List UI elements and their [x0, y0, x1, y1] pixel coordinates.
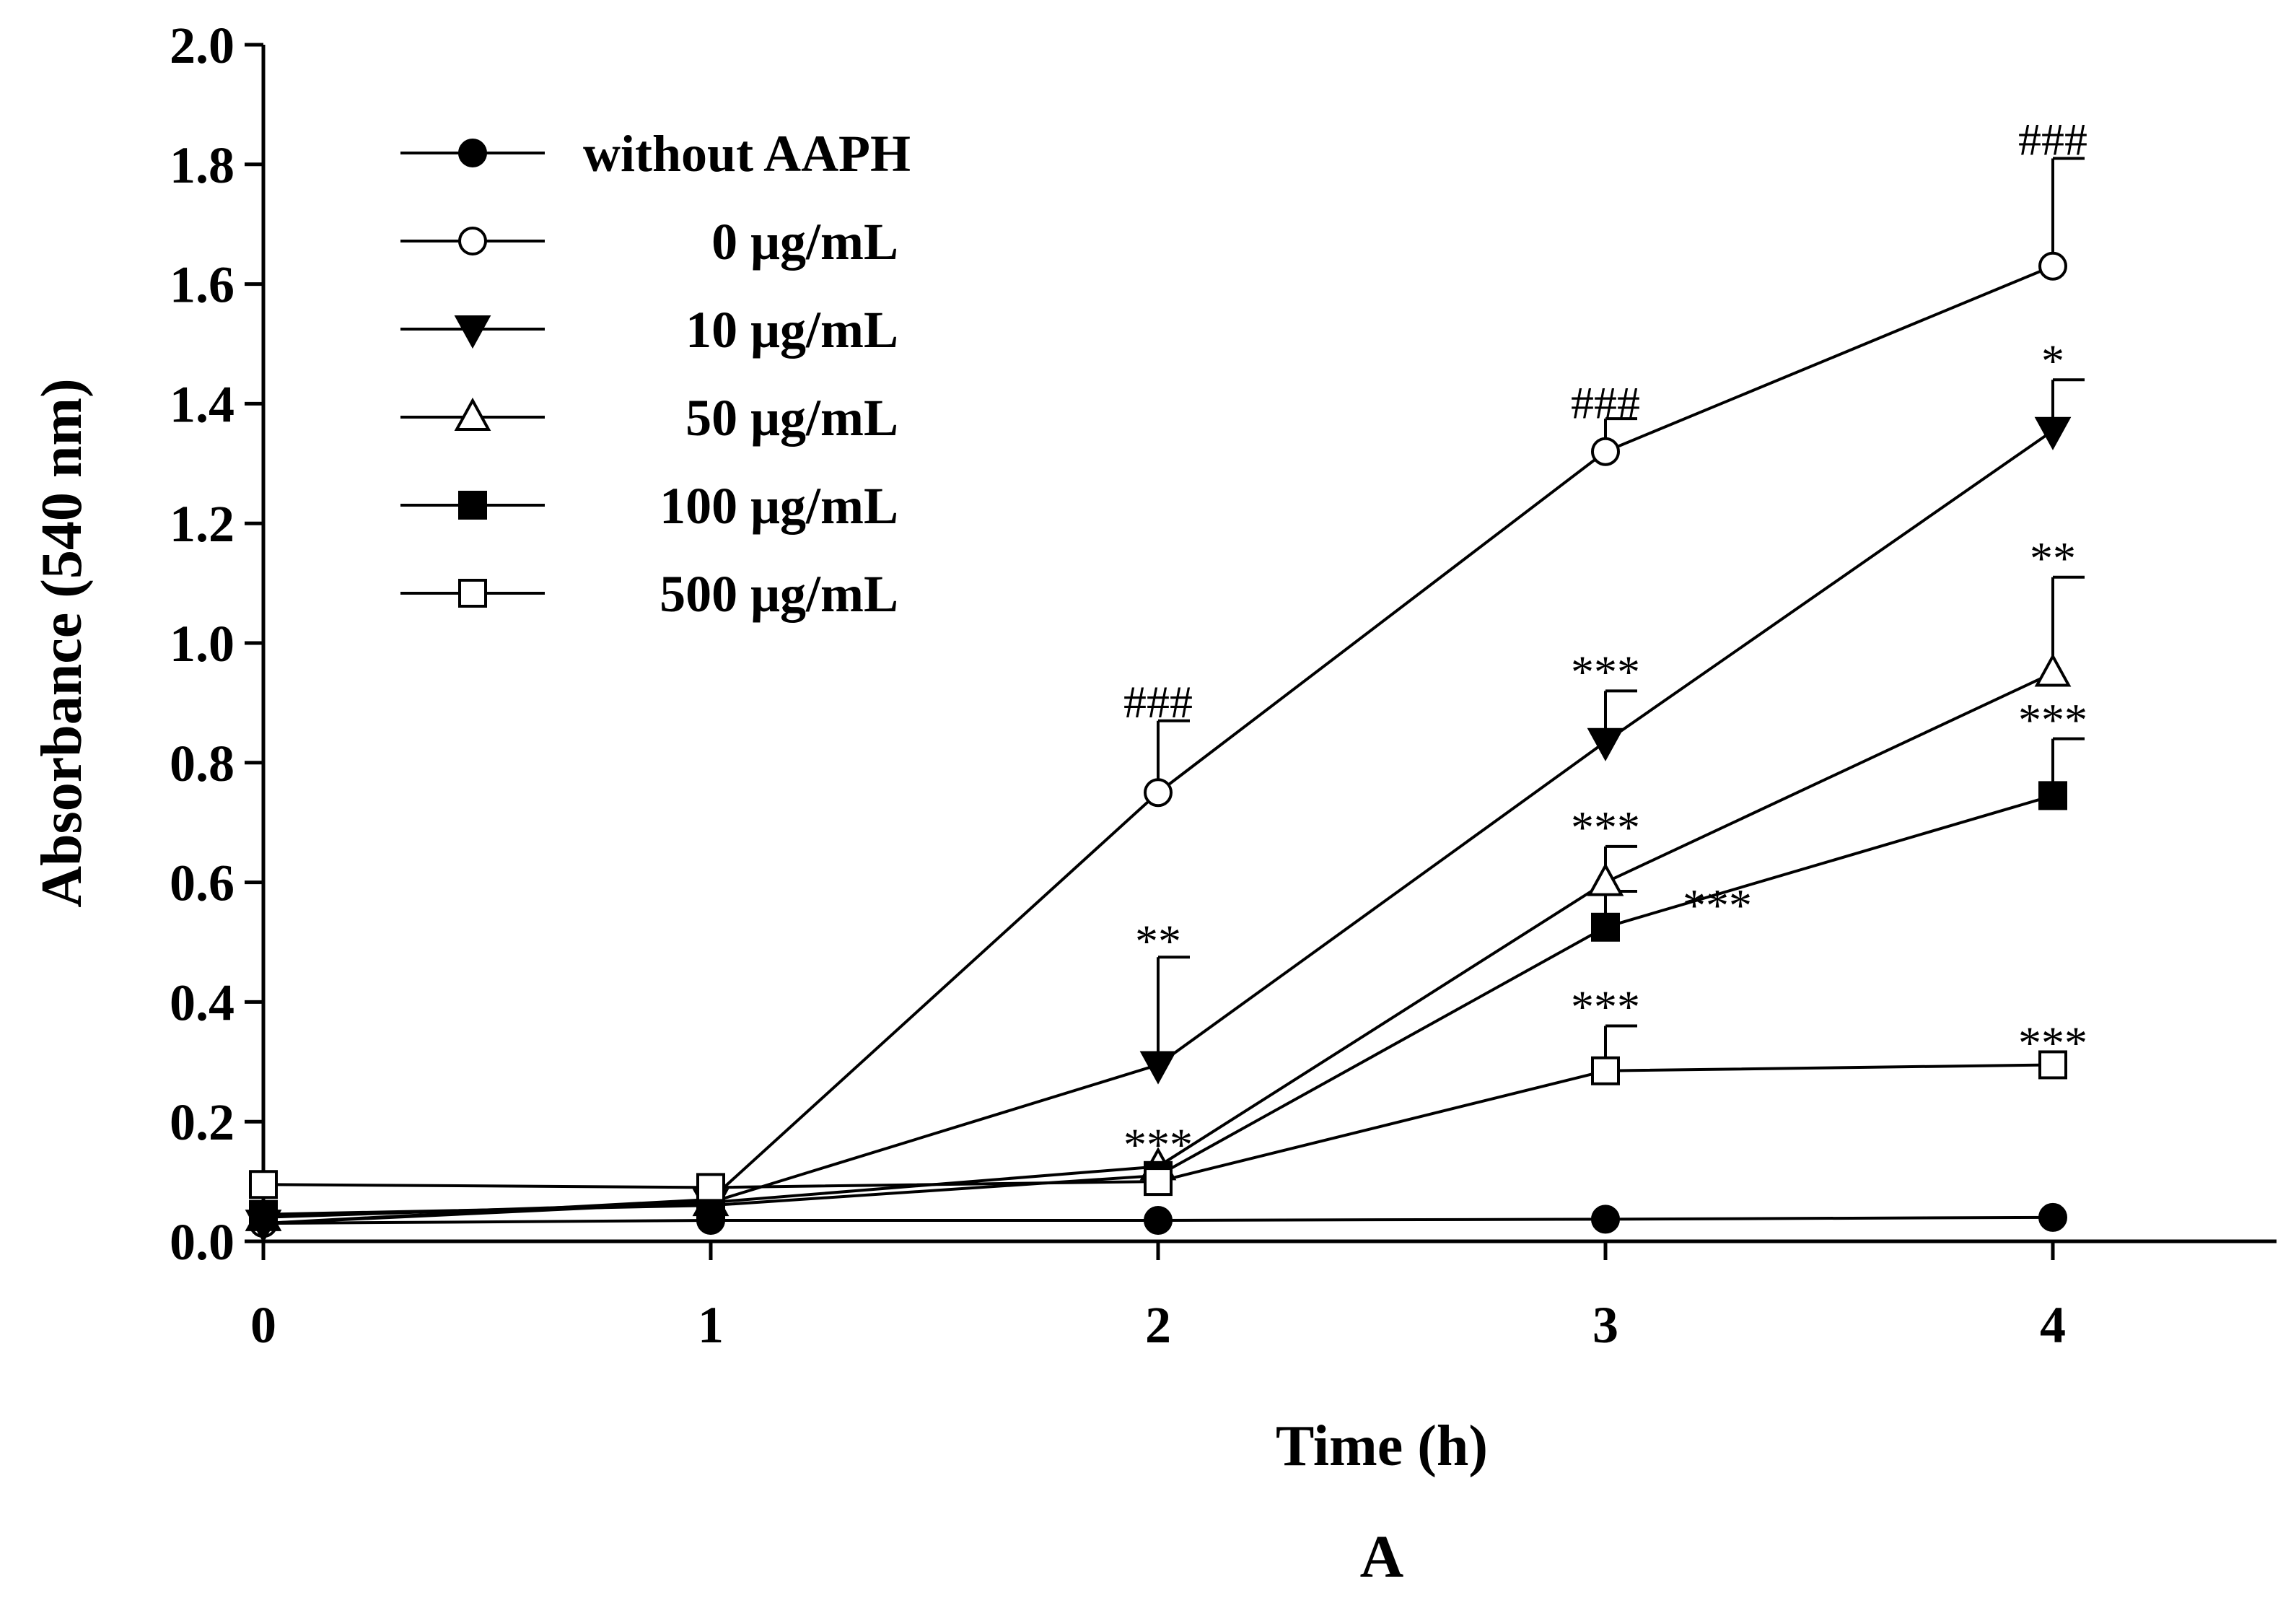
y-tick-label: 1.4: [170, 375, 235, 433]
data-point: [1144, 1205, 1173, 1235]
x-tick-label: 0: [250, 1296, 276, 1354]
legend-marker: [458, 139, 487, 167]
x-tick-label: 1: [698, 1296, 724, 1354]
data-point: [249, 1199, 278, 1229]
legend-entry: 100 μg/mL: [400, 477, 898, 535]
significance-mark: ***: [1123, 1119, 1193, 1170]
significance-mark: ***: [1571, 982, 1640, 1033]
series-line: [263, 429, 2054, 1225]
data-point: [2038, 1050, 2067, 1080]
legend-entry: 10 μg/mL: [400, 301, 898, 359]
data-point: [1144, 1167, 1173, 1197]
data-point: [1139, 1051, 1177, 1085]
ticks: 0.0 0.2 0.4 0.6 0.8 1.0 1.2 1.4 1.6 1.8 2.0 0 1 2 3 4: [170, 17, 2066, 1354]
series-layer: [245, 157, 2085, 1243]
data-point: [2038, 251, 2067, 281]
data-point: [1591, 437, 1620, 466]
y-tick-label: 0.4: [170, 974, 235, 1031]
legend-marker: [458, 491, 487, 520]
legend-entry: 50 μg/mL: [400, 389, 898, 447]
legend-marker: [454, 315, 491, 349]
legend-entry: without AAPH: [400, 125, 911, 183]
legend-marker: [458, 579, 487, 608]
legend-label: without AAPH: [583, 125, 911, 183]
data-point: [1591, 1205, 1620, 1234]
panel-label: A: [1360, 1524, 1404, 1591]
legend-label: 100 μg/mL: [660, 477, 898, 535]
legend-marker: [454, 397, 491, 431]
significance-mark: ***: [1683, 880, 1752, 931]
legend-entry: 0 μg/mL: [400, 213, 898, 271]
significance-mark: ***: [2018, 1017, 2087, 1068]
significance-mark: ###: [1571, 377, 1640, 428]
data-point: [2038, 781, 2067, 810]
y-tick-label: 0.0: [170, 1213, 235, 1271]
data-point: [1587, 727, 1624, 761]
significance-mark: *: [2041, 335, 2064, 386]
data-point: [1144, 778, 1173, 808]
data-point: [2034, 653, 2072, 687]
significance-mark: ###: [2018, 114, 2087, 165]
data-point: [2038, 1202, 2067, 1232]
legend-entry: 500 μg/mL: [400, 565, 898, 623]
legend-label: 50 μg/mL: [685, 389, 898, 447]
x-tick-label: 2: [1145, 1296, 1171, 1354]
data-point: [1587, 862, 1624, 896]
legend-label: 500 μg/mL: [660, 565, 898, 623]
legend: without AAPH 0 μg/mL 10 μg/mL 50 μg/mL 100 μ…: [400, 125, 911, 623]
legend-label: 10 μg/mL: [685, 301, 898, 359]
data-point: [2034, 416, 2072, 450]
data-point: [1591, 912, 1620, 942]
y-tick-label: 2.0: [170, 17, 235, 74]
significance-mark: ***: [2018, 694, 2087, 746]
error-bars: [1157, 157, 2085, 1071]
significance-mark: ###: [1123, 676, 1193, 727]
x-tick-label: 4: [2040, 1296, 2066, 1354]
data-point: [1591, 1056, 1620, 1085]
data-point: [249, 1170, 278, 1199]
y-axis-label: Absorbance (540 nm): [30, 378, 94, 907]
significance-mark: **: [2030, 533, 2076, 584]
legend-label: 0 μg/mL: [711, 213, 898, 271]
y-tick-label: 1.8: [170, 136, 235, 194]
y-tick-label: 0.6: [170, 854, 235, 912]
x-axis-label: Time (h): [1276, 1415, 1488, 1478]
significance-mark: **: [1135, 916, 1181, 967]
significance-mark: ***: [1571, 802, 1640, 853]
y-tick-label: 1.6: [170, 256, 235, 314]
data-point: [696, 1173, 725, 1202]
annotations: #########**************************: [1123, 114, 2087, 1171]
y-tick-label: 0.8: [170, 735, 235, 792]
x-tick-label: 3: [1592, 1296, 1618, 1354]
y-tick-label: 0.2: [170, 1093, 235, 1151]
axes: [261, 45, 2277, 1243]
legend-marker: [458, 227, 487, 255]
y-tick-label: 1.2: [170, 495, 235, 553]
significance-mark: ***: [1571, 646, 1640, 697]
series-markers: [245, 251, 2072, 1243]
y-tick-label: 1.0: [170, 615, 235, 673]
